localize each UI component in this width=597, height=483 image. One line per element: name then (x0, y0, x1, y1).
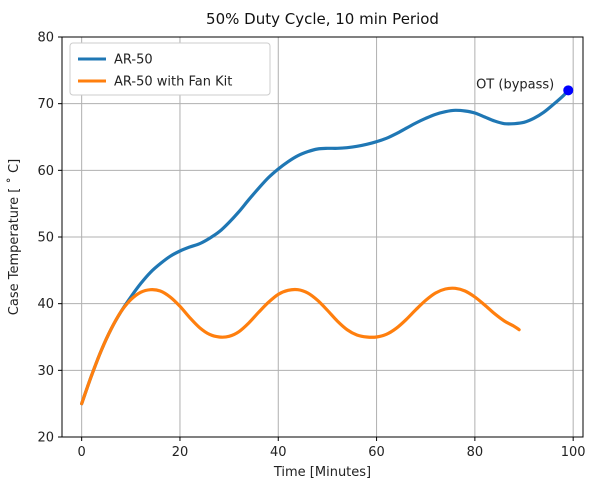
x-tick-label: 80 (467, 445, 484, 460)
gridlines (62, 36, 583, 438)
x-tick-label: 100 (561, 445, 586, 460)
x-tick-label: 60 (368, 445, 385, 460)
plot-border (61, 36, 584, 438)
series-lines (80, 88, 570, 406)
x-axis-label: Time [Minutes] (273, 465, 371, 480)
y-tick-label: 80 (37, 31, 54, 46)
legend-label-ar50: AR-50 (114, 53, 153, 68)
ot-bypass-point (563, 85, 574, 96)
series-line-ar50 (80, 88, 570, 406)
x-tick-label: 20 (172, 445, 189, 460)
axis-ticks: 0 20 40 60 80 100 20 30 40 50 60 70 80 (37, 31, 585, 461)
chart-title: 50% Duty Cycle, 10 min Period (206, 10, 439, 28)
y-tick-label: 20 (37, 431, 54, 446)
legend: AR-50 AR-50 with Fan Kit (69, 42, 271, 96)
annotation-group: OT (bypass) (476, 77, 574, 96)
y-tick-label: 40 (37, 297, 54, 312)
series-line-ar50-fan-kit (80, 286, 521, 406)
x-tick-label: 40 (270, 445, 287, 460)
y-tick-label: 30 (37, 364, 54, 379)
legend-box (69, 42, 271, 96)
y-axis-label: Case Temperature [ ˚ C] (6, 159, 22, 315)
ot-bypass-label: OT (bypass) (476, 77, 554, 92)
x-tick-label: 0 (78, 445, 86, 460)
legend-label-ar50-fan-kit: AR-50 with Fan Kit (114, 75, 232, 90)
y-tick-label: 70 (37, 97, 54, 112)
y-tick-label: 60 (37, 164, 54, 179)
y-tick-label: 50 (37, 231, 54, 246)
